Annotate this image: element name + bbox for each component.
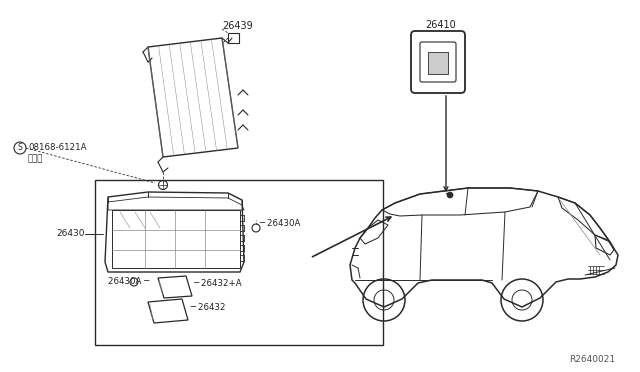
Text: 26430: 26430: [56, 230, 84, 238]
Bar: [95, 180, 383, 345]
Text: ─ 26432: ─ 26432: [190, 304, 225, 312]
Text: R2640021: R2640021: [569, 356, 615, 365]
Text: 26430A ─: 26430A ─: [108, 278, 149, 286]
Text: 08168-6121A: 08168-6121A: [28, 144, 86, 153]
Text: ─ 26430A: ─ 26430A: [259, 219, 300, 228]
Bar: [228, 33, 239, 43]
Text: ─ 26432+A: ─ 26432+A: [193, 279, 242, 289]
Text: 26410: 26410: [425, 20, 456, 30]
Text: （２）: （２）: [28, 154, 44, 164]
Bar: [428, 52, 448, 74]
Text: 26439: 26439: [222, 21, 253, 31]
Text: S: S: [18, 144, 22, 153]
Circle shape: [447, 192, 453, 198]
